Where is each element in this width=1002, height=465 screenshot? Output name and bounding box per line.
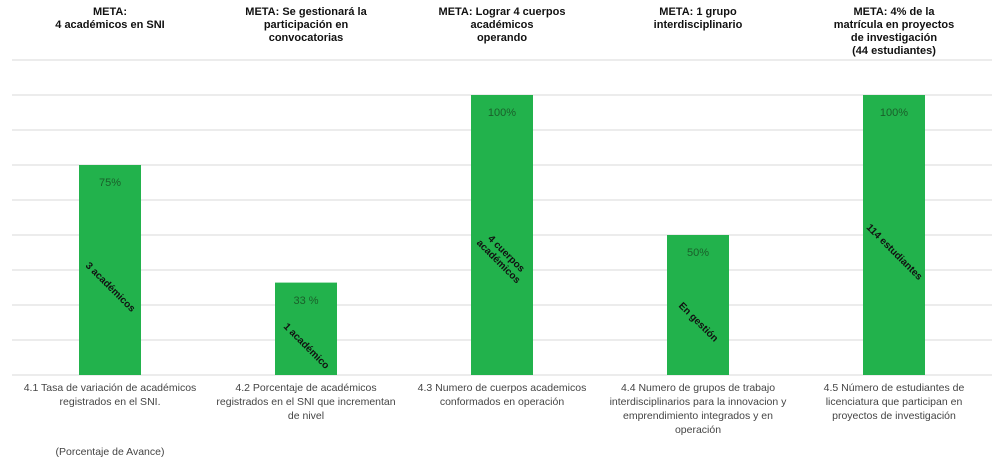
bar [79,165,141,375]
note: (Porcentaje de Avance) [55,446,165,458]
goal-label: META: 4% de la matrícula en proyectos de… [833,6,955,57]
value-label: 100% [487,107,517,119]
x-tick-label: 4.4 Numero de grupos de trabajo interdis… [609,382,787,436]
goal-label: META: Lograr 4 cuerpos académicos operan… [438,6,566,44]
bar [471,95,533,375]
value-label: 50% [686,247,710,259]
bar [275,282,337,375]
x-tick-label: 4.3 Numero de cuerpos academicos conform… [417,382,587,408]
goal-label: META: 4 académicos en SNI [55,6,165,31]
value-label: 33 % [293,294,319,307]
x-tick-label: 4.5 Número de estudiantes de licenciatur… [823,382,965,422]
x-tick-label: 4.2 Porcentaje de académicos registrados… [216,382,396,422]
goal-label: META: Se gestionará la participación en … [245,6,367,44]
bar [667,235,729,375]
goal-label: META: 1 grupo interdisciplinario [653,6,743,31]
value-label: 75% [98,177,122,189]
x-tick-label: 4.1 Tasa de variación de académicos regi… [23,382,197,408]
value-label: 100% [879,107,909,119]
bar [863,95,925,375]
